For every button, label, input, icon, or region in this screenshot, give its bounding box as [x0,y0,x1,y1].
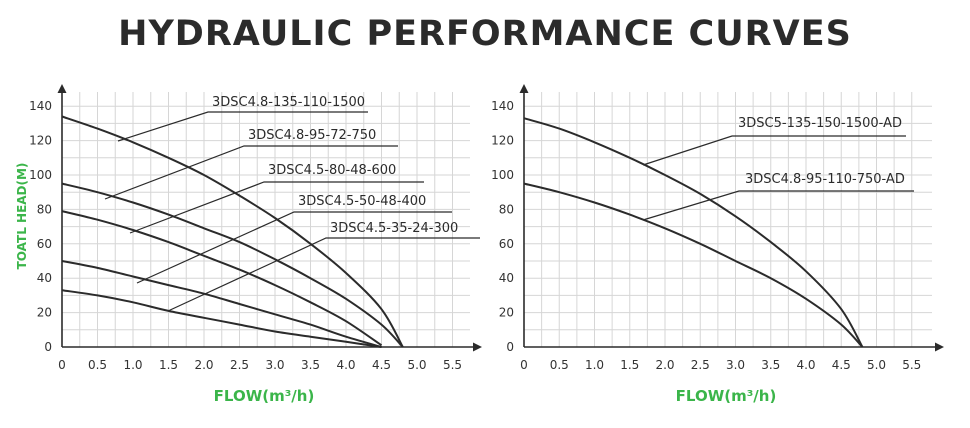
y-axis-title: TOATL HEAD(M) [15,163,29,270]
series-line-3DSC4.8-95-72-750 [61,182,404,348]
x-tick-label: 4.5 [832,358,851,372]
y-tick-label: 0 [44,340,52,354]
x-tick-label: 1.0 [585,358,604,372]
x-tick-label: 2.5 [230,358,249,372]
x-tick-label: 1.5 [159,358,178,372]
leader-line [167,237,480,312]
y-tick-label: 140 [491,99,514,113]
y-tick-label: 100 [29,168,52,182]
chart-1: 0 0.5 1.0 1.5 2.0 2.5 3.0 3.5 4.0 4.5 5.0 5.5 0 20 40 6… [15,84,482,405]
y-tick-label: 80 [499,202,514,216]
x-axis-title: FLOW(m³/h) [214,387,315,405]
series-line-3DSC4.8-135-110-1500 [61,115,404,348]
x-tick-label: 4.5 [372,358,391,372]
series-label: 3DSC4.8-95-110-750-AD [745,172,905,187]
x-tick-label: 2.0 [655,358,674,372]
series-label: 3DSC4.5-35-24-300 [330,221,458,236]
x-tick-label: 3.0 [726,358,745,372]
series-line-3DSC4.5-50-48-400 [61,260,382,348]
grid-lines [524,92,932,347]
chart-2: 0 0.5 1.0 1.5 2.0 2.5 3.0 3.5 4.0 4.5 5.0 5.5 0 20 40 6… [491,84,944,405]
x-axis-title: FLOW(m³/h) [676,387,777,405]
y-tick-label: 60 [37,237,52,251]
x-tick-label: 3.5 [761,358,780,372]
series-line-3DSC5-135-150-1500-AD [523,117,864,348]
series-label: 3DSC4.5-80-48-600 [268,163,396,178]
x-tick-label: 2.5 [691,358,710,372]
series-line-3DSC4.5-80-48-600 [61,210,383,347]
y-axis-arrow-icon [57,84,67,93]
series-label: 3DSC5-135-150-1500-AD [738,116,902,131]
x-tick-label: 0.5 [88,358,107,372]
x-axis-arrow-icon [935,342,944,352]
y-tick-label: 100 [491,168,514,182]
x-tick-label: 1.5 [620,358,639,372]
y-tick-label: 120 [29,134,52,148]
x-tick-label: 4.0 [796,358,815,372]
x-tick-label: 1.0 [123,358,142,372]
leader-line [129,181,424,234]
y-tick-label: 40 [37,271,52,285]
y-axis-arrow-icon [519,84,529,93]
leader-line [642,190,914,221]
leader-line [104,145,398,200]
y-tick-label: 0 [506,340,514,354]
x-tick-label: 5.0 [407,358,426,372]
x-tick-label: 3.5 [301,358,320,372]
x-tick-label: 5.5 [443,358,462,372]
series-label: 3DSC4.8-135-110-1500 [212,95,365,110]
x-tick-label: 0 [520,358,528,372]
series-line-3DSC4.5-35-24-300 [61,289,382,348]
x-axis-arrow-icon [473,342,482,352]
x-tick-label: 0.5 [550,358,569,372]
y-tick-label: 120 [491,134,514,148]
page-title: HYDRAULIC PERFORMANCE CURVES [118,14,852,54]
leader-line [136,211,452,284]
y-tick-label: 60 [499,237,514,251]
y-tick-label: 40 [499,271,514,285]
x-tick-label: 2.0 [194,358,213,372]
series-label: 3DSC4.8-95-72-750 [248,128,376,143]
series-line-3DSC4.8-95-110-750-AD [523,182,864,348]
x-tick-label: 4.0 [336,358,355,372]
y-tick-label: 20 [37,306,52,320]
leader-line [642,135,906,166]
x-tick-label: 5.5 [902,358,921,372]
leader-line [117,111,368,142]
x-tick-label: 0 [58,358,66,372]
x-tick-label: 5.0 [867,358,886,372]
y-tick-label: 140 [29,99,52,113]
series-label: 3DSC4.5-50-48-400 [298,194,426,209]
y-tick-label: 20 [499,306,514,320]
x-tick-label: 3.0 [265,358,284,372]
y-tick-label: 80 [37,202,52,216]
